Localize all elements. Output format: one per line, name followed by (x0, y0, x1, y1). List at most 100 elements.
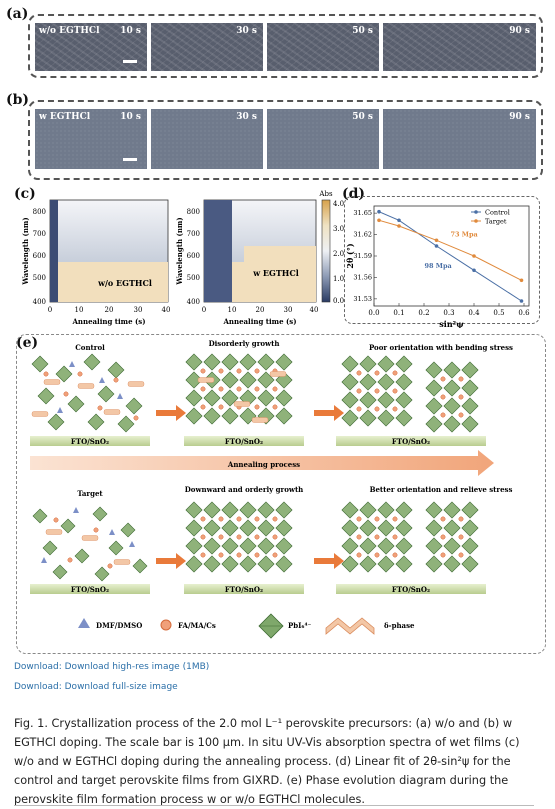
fa-ma-cs-ion (392, 534, 398, 540)
fa-ma-cs-ion (374, 534, 380, 540)
micrograph-a-4: 90 s (382, 22, 537, 72)
pbi6-octahedron (377, 391, 395, 409)
pbi6-octahedron (425, 555, 443, 573)
pbi6-octahedron (443, 397, 461, 415)
substrate-bar (184, 584, 304, 594)
colorbar-title: Abs (318, 190, 333, 198)
data-point-control (519, 299, 524, 303)
annealing-process-arrow (30, 450, 494, 476)
substrate-label: FTO/SnO₂ (71, 437, 109, 446)
crystal-clusters (31, 353, 479, 582)
download-high-res-link[interactable]: Download: Download high-res image (1MB) (14, 662, 210, 672)
fa-ma-cs-ion (43, 371, 49, 377)
fa-ma-cs-ion (200, 534, 206, 540)
pbi6-octahedron (67, 395, 85, 413)
c-xtick: 10 (228, 306, 237, 314)
fa-ma-cs-ion (254, 368, 260, 374)
pbi6-octahedron (443, 361, 461, 379)
pbi6-octahedron (395, 519, 413, 537)
download-full-size-link[interactable]: Download: Download full-size image (14, 682, 178, 692)
pbi6-octahedron (108, 540, 124, 556)
pbi6-octahedron (185, 407, 203, 425)
dmf-dmso-legend-icon (78, 618, 90, 628)
fa-ma-cs-ion (374, 406, 380, 412)
pbi6-octahedron (275, 555, 293, 573)
fa-ma-cs-ion (77, 371, 83, 377)
pbi6-octahedron (377, 501, 395, 519)
pbi6-octahedron (461, 397, 479, 415)
time-label: 90 s (509, 26, 530, 36)
pbi6-octahedron (275, 519, 293, 537)
data-point-target (377, 218, 381, 223)
pbi6-octahedron (83, 353, 101, 371)
stage-title: Better orientation and relieve stress (370, 485, 513, 494)
pbi6-octahedron (377, 519, 395, 537)
pbi6-octahedron (221, 389, 239, 407)
pbi6-octahedron (257, 407, 275, 425)
pbi6-octahedron (74, 548, 90, 564)
pbi6-octahedron (395, 409, 413, 427)
fa-ma-cs-ion (93, 527, 99, 533)
pbi6-octahedron (185, 353, 203, 371)
fa-ma-cs-ion (272, 534, 278, 540)
pbi6-octahedron (443, 555, 461, 573)
c-ytick: 400 (187, 298, 200, 306)
gixrd-fit-chart: 0.0 0.1 0.2 0.3 0.4 0.5 0.6 31.65 31.62 31.59 31.5… (345, 205, 530, 328)
micrograph-a-3: 50 s (266, 22, 380, 72)
panel-label-b: (b) (6, 92, 30, 108)
heatmap-right-early-band (204, 200, 232, 302)
stage-title: Disorderly growth (209, 339, 280, 348)
time-label: 10 s (120, 112, 141, 122)
pbi6-octahedron (107, 361, 125, 379)
legend-delta-label: δ-phase (384, 621, 415, 630)
pbi6-octahedron (239, 371, 257, 389)
pbi6-octahedron (257, 519, 275, 537)
pbi6-octahedron (185, 501, 203, 519)
fa-ma-cs-ion (392, 516, 398, 522)
time-label: 90 s (509, 112, 530, 122)
micrograph-b-1: w EGTHCl 10 s (34, 108, 148, 170)
legend-fa-label: FA/MA/Cs (178, 621, 216, 630)
colorbar-tick: 4.0 (333, 200, 344, 208)
chart-axes: 0.0 0.1 0.2 0.3 0.4 0.5 0.6 31.65 31.62 31.59 31.5… (345, 205, 530, 328)
fa-ma-cs-ion (200, 552, 206, 558)
fa-ma-cs-ion (272, 386, 278, 392)
pbi6-octahedron (425, 501, 443, 519)
fa-ma-cs-ion (200, 386, 206, 392)
fa-ma-cs-ion (440, 534, 446, 540)
pbi6-octahedron (239, 519, 257, 537)
pbi6-octahedron (461, 519, 479, 537)
pbi6-octahedron (359, 537, 377, 555)
pbi6-octahedron (359, 501, 377, 519)
pbi6-octahedron (221, 353, 239, 371)
pbi6-octahedron (359, 373, 377, 391)
pbi6-octahedron (239, 555, 257, 573)
pbi6-octahedron (461, 379, 479, 397)
pbi6-octahedron (443, 537, 461, 555)
substrate-bar (336, 436, 486, 446)
pbi6-octahedron (341, 355, 359, 373)
fa-ma-cs-ion (458, 394, 464, 400)
micrograph-a-1: w/o EGTHCl 10 s (34, 22, 148, 72)
c-ytick: 600 (187, 252, 200, 260)
fa-ma-cs-ion (272, 552, 278, 558)
delta-phase-chain (77, 383, 95, 389)
pbi6-octahedron (341, 519, 359, 537)
fa-ma-cs-ion (236, 534, 242, 540)
pbi6-octahedron (239, 537, 257, 555)
fa-ma-cs-ion (392, 552, 398, 558)
time-label: 10 s (120, 26, 141, 36)
c-ylabel-right: Wavelength (nm) (175, 217, 184, 285)
x-axis-title: sin²ψ (439, 319, 464, 328)
fa-ma-cs-ion (107, 563, 113, 569)
stage-title: Poor orientation with bending stress (369, 343, 513, 352)
fa-ma-cs-ion (236, 386, 242, 392)
pbi6-octahedron (185, 537, 203, 555)
fa-ma-cs-ion (392, 388, 398, 394)
delta-phase-chain (113, 559, 131, 565)
time-label: 30 s (236, 26, 257, 36)
annealing-process-label: Annealing process (227, 460, 300, 469)
divider (14, 805, 534, 806)
fa-ma-cs-ion (254, 534, 260, 540)
fa-ma-cs-ion (440, 412, 446, 418)
